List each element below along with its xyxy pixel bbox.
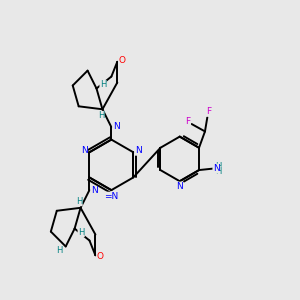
Text: H: H xyxy=(76,197,82,206)
Text: N: N xyxy=(113,122,119,131)
Text: H: H xyxy=(78,228,84,237)
Text: O: O xyxy=(118,56,126,65)
Text: F: F xyxy=(185,117,190,126)
Text: H: H xyxy=(215,167,221,176)
Text: N: N xyxy=(176,182,183,191)
Text: H: H xyxy=(98,111,104,120)
Text: =N: =N xyxy=(104,192,118,201)
Text: N: N xyxy=(213,164,220,173)
Text: H: H xyxy=(100,80,106,89)
Text: N: N xyxy=(81,146,88,155)
Text: H: H xyxy=(215,162,221,171)
Text: O: O xyxy=(97,252,104,261)
Text: H: H xyxy=(57,246,63,255)
Text: F: F xyxy=(206,107,211,116)
Text: N: N xyxy=(91,186,98,195)
Text: N: N xyxy=(135,146,142,155)
